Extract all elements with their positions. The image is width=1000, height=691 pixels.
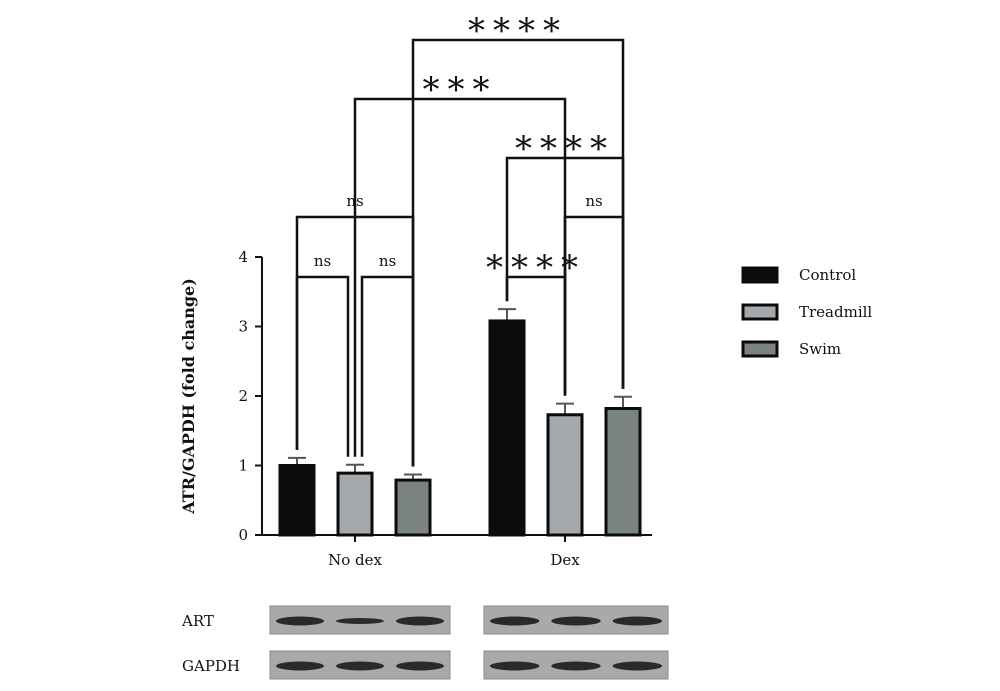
legend-label: Swim [799, 340, 841, 358]
significance-bracket [563, 215, 625, 396]
legend-swatch [741, 340, 779, 358]
significance-label: ns [379, 252, 396, 270]
legend-swatch [741, 266, 779, 284]
bar [488, 319, 526, 537]
y-tick-label: 4 [238, 248, 248, 266]
blot-band [396, 616, 444, 626]
blot-band [336, 618, 384, 624]
legend-label: Treadmill [799, 303, 872, 321]
blot-label: GAPDH [182, 657, 240, 675]
y-tick-label: 3 [238, 318, 248, 336]
legend-label: Control [799, 266, 856, 284]
significance-bracket [411, 38, 625, 467]
bar [394, 478, 432, 537]
blot-band [276, 616, 324, 626]
blot-band [336, 661, 384, 671]
significance-label: **** [486, 248, 586, 288]
bar [278, 464, 316, 537]
significance-label: **** [468, 11, 568, 51]
significance-label: ns [585, 192, 602, 210]
legend: Control Treadmill Swim [741, 266, 872, 358]
legend-swatch [741, 303, 779, 321]
y-tick-label: 2 [238, 387, 248, 405]
significance-label: *** [423, 70, 498, 110]
y-axis-label: ATR/GAPDH (fold change) [179, 278, 198, 515]
axes: 0 1 2 3 4 No dex Dex ATR/GAPDH (fold change) [179, 248, 652, 569]
bar [336, 471, 374, 537]
blot-band [612, 616, 662, 626]
x-tick-label: No dex [328, 551, 382, 569]
bar [546, 413, 584, 537]
significance-label: ns [314, 252, 331, 270]
significance-bracket [353, 97, 567, 457]
blot-band [396, 661, 444, 671]
y-tick-label: 1 [238, 457, 248, 475]
blot-band [612, 661, 662, 671]
blot-label: ART [181, 612, 214, 630]
y-tick-label: 0 [238, 526, 248, 544]
significance-bracket [295, 275, 350, 457]
significance-bracket [360, 275, 415, 467]
x-tick-label: Dex [550, 551, 580, 569]
blot-band [551, 616, 601, 626]
bars [278, 308, 642, 537]
blot-band [551, 661, 601, 671]
blot-band [276, 661, 324, 671]
bar [604, 407, 642, 537]
blot-band [490, 616, 540, 626]
significance-label: **** [515, 129, 615, 169]
blot-band [490, 661, 540, 671]
western-blot-panel: ART GAPDH [181, 605, 669, 680]
